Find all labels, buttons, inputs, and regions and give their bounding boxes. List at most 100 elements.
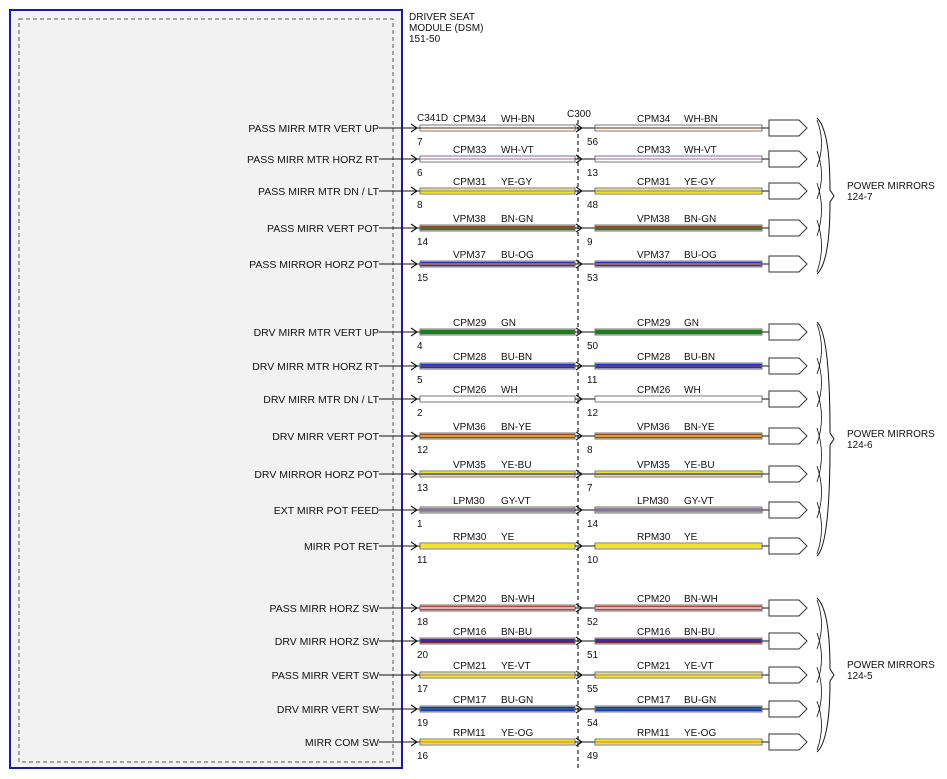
pin-number-a: 14 (417, 237, 429, 248)
circuit-number: RPM11 (453, 728, 486, 739)
module-title-line-1: DRIVER SEAT (409, 12, 475, 23)
wire-color-b: BU-GN (684, 695, 716, 706)
destination-terminal-icon (768, 700, 808, 718)
wire-color: BN-GN (501, 214, 533, 225)
circuit-number-b: VPM36 (637, 422, 670, 433)
destination-label-124-7-line-1: POWER MIRRORS (847, 181, 935, 192)
pin-number-a: 20 (417, 650, 429, 661)
connector-c341d-terminal-icon (410, 123, 418, 133)
destination-terminal-icon (768, 150, 808, 168)
circuit-number-b: VPM37 (637, 250, 670, 261)
destination-terminal-icon (768, 357, 808, 375)
wire-segment-b (594, 224, 763, 232)
destination-terminal-icon (768, 733, 808, 751)
pin-number-b: 12 (587, 408, 599, 419)
pin-number-a: 12 (417, 445, 429, 456)
wire-color: WH (501, 385, 518, 396)
circuit-number-b: CPM17 (637, 695, 671, 706)
signal-name: PASS MIRR VERT SW (272, 670, 379, 682)
circuit-row: DRV MIRR VERT POT VPM36 BN-YE VPM36 BN-YE 12 8 (272, 422, 808, 456)
wire-segment-a (419, 470, 576, 478)
destination-terminal-icon (768, 666, 808, 684)
connector-c341d-terminal-icon (410, 541, 418, 551)
pin-number-b: 51 (587, 650, 599, 661)
circuit-row: PASS MIRR MTR VERT UP CPM34 WH-BN CPM34 WH-B… (248, 114, 808, 148)
destination-terminal-icon (768, 465, 808, 483)
signal-name: PASS MIRR MTR VERT UP (248, 123, 379, 135)
circuit-number-b: CPM34 (637, 114, 671, 125)
pin-number-b: 14 (587, 519, 599, 530)
destination-brace (816, 219, 822, 273)
destination-bracket-0 (816, 117, 835, 275)
wire-segment-b (594, 542, 763, 550)
wire-segment-a (419, 506, 576, 514)
circuit-number: CPM26 (453, 385, 487, 396)
circuit-number: CPM29 (453, 318, 487, 329)
destination-brace (816, 323, 822, 375)
connector-c341d-terminal-icon (410, 603, 418, 613)
circuit-number: VPM37 (453, 250, 486, 261)
module-title-line-2: MODULE (DSM) (409, 23, 483, 34)
pin-number-a: 8 (417, 200, 423, 211)
wire-color-b: YE-GY (684, 177, 715, 188)
wire-segment-b (594, 604, 763, 612)
connector-c300-label: C300 (567, 109, 591, 120)
pin-number-a: 17 (417, 684, 429, 695)
wire-color-b: BN-YE (684, 422, 715, 433)
pin-number-b: 48 (587, 200, 599, 211)
pin-number-a: 2 (417, 408, 423, 419)
circuit-number-b: CPM20 (637, 594, 671, 605)
wire-color-b: BN-BU (684, 627, 715, 638)
circuit-row: PASS MIRR MTR HORZ RT CPM33 WH-VT CPM33 WH-V… (247, 145, 808, 179)
wire-color: BU-GN (501, 695, 533, 706)
wire-color: GY-VT (501, 496, 531, 507)
circuit-number: VPM36 (453, 422, 486, 433)
destination-terminal-icon (768, 599, 808, 617)
wire-color-b: WH (684, 385, 701, 396)
circuit-row: DRV MIRR MTR VERT UP CPM29 GN CPM29 GN 4 50 (254, 318, 808, 352)
destination-brace (816, 501, 822, 555)
circuit-row: PASS MIRR VERT SW CPM21 YE-VT CPM21 YE-VT 17 5… (272, 661, 808, 695)
circuit-number-b: CPM26 (637, 385, 671, 396)
connector-c341d-terminal-icon (410, 186, 418, 196)
circuit-row: MIRR POT RET RPM30 YE RPM30 YE 11 10 (304, 532, 808, 566)
circuit-row: DRV MIRR VERT SW CPM17 BU-GN CPM17 BU-GN 19 54 (277, 695, 808, 729)
connector-c341d-terminal-icon (410, 469, 418, 479)
wire-segment-a (419, 432, 576, 440)
circuit-row: DRV MIRR MTR DN / LT CPM26 WH CPM26 WH 2 12 (263, 385, 808, 419)
destination-brace (816, 357, 822, 408)
pin-number-b: 53 (587, 273, 599, 284)
destination-brace (816, 632, 822, 684)
wire-color-b: BU-OG (684, 250, 717, 261)
circuit-number-b: CPM28 (637, 352, 671, 363)
destination-terminal-icon (768, 427, 808, 445)
circuit-number: CPM16 (453, 627, 487, 638)
signal-name: DRV MIRR MTR VERT UP (254, 327, 379, 339)
circuit-row: MIRR COM SW RPM11 YE-OG RPM11 YE-OG 16 49 (305, 728, 808, 762)
circuit-number-b: VPM38 (637, 214, 670, 225)
circuit-row: PASS MIRR MTR DN / LT CPM31 YE-GY CPM31 YE-G… (258, 177, 808, 211)
wire-color: BN-BU (501, 627, 532, 638)
destination-label-124-5-line-1: POWER MIRRORS (847, 660, 935, 671)
wire-color: BU-BN (501, 352, 532, 363)
wire-segment-b (594, 187, 763, 195)
circuit-number: CPM20 (453, 594, 487, 605)
circuit-number: CPM34 (453, 114, 487, 125)
pin-number-b: 10 (587, 555, 599, 566)
signal-name: DRV MIRR HORZ SW (275, 636, 379, 648)
circuit-number-b: VPM35 (637, 460, 670, 471)
pin-number-a: 13 (417, 483, 429, 494)
wire-color-b: YE-BU (684, 460, 715, 471)
connector-c341d-terminal-icon (410, 327, 418, 337)
signal-name: PASS MIRROR HORZ POT (249, 259, 379, 271)
wire-segment-b (594, 328, 763, 336)
signal-name: DRV MIRROR HORZ POT (254, 469, 379, 481)
pin-number-b: 54 (587, 718, 599, 729)
wire-color: BN-WH (501, 594, 535, 605)
wire-color-b: BN-WH (684, 594, 718, 605)
wire-color: YE-VT (501, 661, 530, 672)
connector-c341d-terminal-icon (410, 737, 418, 747)
wire-color-b: BU-BN (684, 352, 715, 363)
wire-color: GN (501, 318, 516, 329)
wire-segment-a (419, 705, 576, 713)
